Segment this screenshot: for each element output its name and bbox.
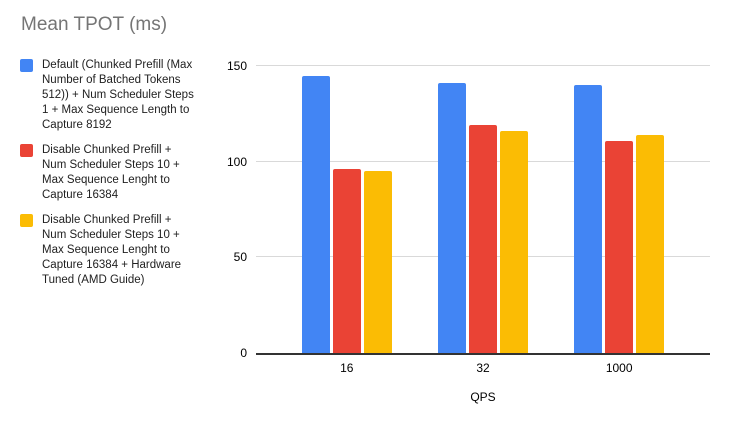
- bar: [500, 131, 528, 353]
- bar: [636, 134, 665, 353]
- bar: [574, 85, 603, 353]
- bar: [301, 75, 330, 353]
- legend-swatch: [20, 214, 33, 227]
- x-axis-line: [256, 353, 710, 355]
- legend-item: Disable Chunked Prefill + Num Scheduler …: [20, 143, 230, 203]
- gridline: [256, 65, 710, 66]
- plot-area: 0 50 100 150 16 32 1000: [227, 59, 710, 375]
- legend-item: Default (Chunked Prefill (Max Number of …: [20, 58, 230, 133]
- bar: [469, 125, 497, 353]
- x-category-label: 16: [340, 361, 354, 375]
- x-category-label: 1000: [605, 361, 633, 375]
- legend: Default (Chunked Prefill (Max Number of …: [20, 58, 230, 298]
- y-tick-label: 100: [226, 154, 247, 169]
- legend-item: Disable Chunked Prefill + Num Scheduler …: [20, 213, 230, 288]
- y-tick-label: 50: [233, 250, 247, 265]
- bar: [332, 169, 361, 353]
- x-category-label: 32: [476, 361, 490, 375]
- legend-swatch: [20, 144, 33, 157]
- bar: [438, 83, 466, 353]
- legend-label: Default (Chunked Prefill (Max Number of …: [42, 59, 194, 131]
- chart-title: Mean TPOT (ms): [21, 14, 168, 35]
- legend-label: Disable Chunked Prefill + Num Scheduler …: [42, 214, 182, 286]
- y-tick-label: 150: [226, 59, 247, 73]
- legend-swatch: [20, 59, 33, 72]
- x-axis-title: QPS: [470, 390, 496, 404]
- legend-label: Disable Chunked Prefill + Num Scheduler …: [42, 144, 180, 201]
- y-tick-label: 0: [240, 346, 247, 360]
- bar: [605, 140, 634, 353]
- bar: [363, 171, 392, 353]
